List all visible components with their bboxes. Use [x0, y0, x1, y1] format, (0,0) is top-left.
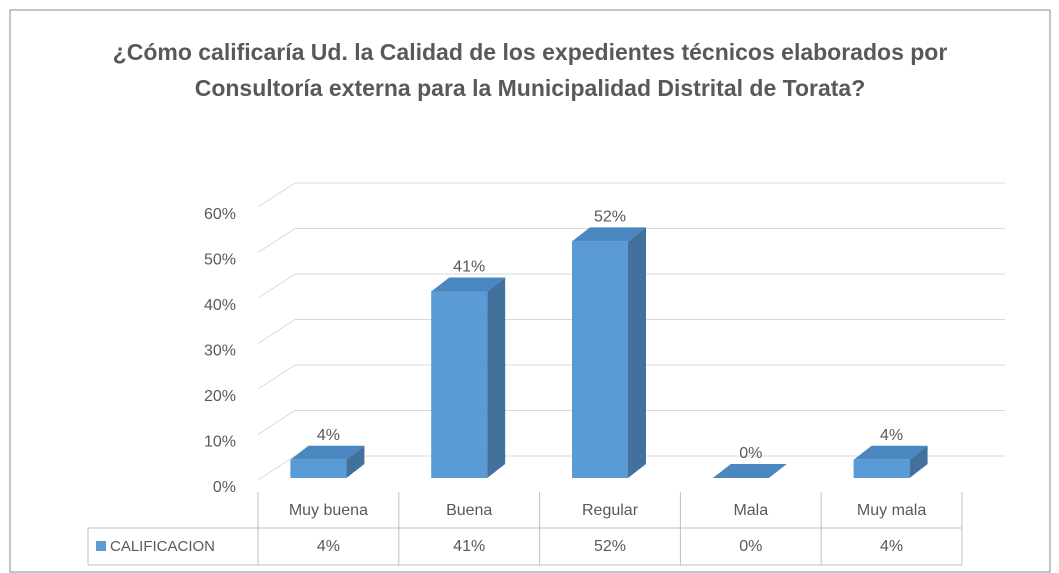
bar-top [712, 464, 787, 478]
grid-line [257, 319, 1005, 344]
table-lines [87, 492, 963, 566]
grid-line [257, 228, 1005, 253]
bar [572, 241, 628, 478]
table-cell: 52% [594, 538, 626, 555]
bar-top [572, 227, 646, 242]
y-tick-label: 20% [204, 388, 236, 405]
bar-side [487, 277, 506, 478]
chart-border [9, 9, 1051, 573]
grid-line [257, 273, 1005, 299]
bar-top [431, 277, 506, 292]
x-tick-label: Regular [582, 502, 639, 519]
x-tick-label: Mala [733, 502, 768, 519]
bar-side [909, 445, 928, 478]
bar [431, 291, 488, 478]
y-tick-label: 60% [204, 206, 236, 223]
bar [853, 459, 910, 478]
legend-swatch [96, 541, 106, 551]
data-label: 41% [453, 259, 485, 276]
data-label: 4% [880, 427, 903, 444]
y-tick-label: 0% [213, 479, 236, 496]
data-label: 0% [739, 445, 762, 462]
grid-line [257, 182, 1005, 208]
y-tick-label: 40% [204, 297, 236, 314]
data-label: 4% [317, 427, 340, 444]
table-cell: 41% [453, 538, 485, 555]
grid-line [257, 410, 1005, 435]
x-tick-label: Muy buena [289, 502, 368, 519]
y-tick-label: 50% [204, 252, 236, 269]
y-tick-label: 30% [204, 343, 236, 360]
bar-side [346, 445, 365, 478]
table-cell: 4% [317, 538, 340, 555]
y-tick-label: 10% [204, 434, 236, 451]
bar-top [290, 445, 365, 460]
grid-line [257, 455, 1005, 481]
x-tick-label: Buena [446, 502, 492, 519]
bar-side [628, 227, 646, 478]
chart-title: ¿Cómo calificaría Ud. la Calidad de los … [112, 39, 948, 101]
table-cell: 4% [880, 538, 903, 555]
bar-top [853, 445, 928, 460]
grid-line [257, 364, 1005, 390]
x-tick-label: Muy mala [857, 502, 926, 519]
table-cell: 0% [739, 538, 762, 555]
data-label: 52% [594, 209, 626, 226]
legend-label: CALIFICACION [110, 538, 215, 555]
bar [290, 459, 347, 478]
